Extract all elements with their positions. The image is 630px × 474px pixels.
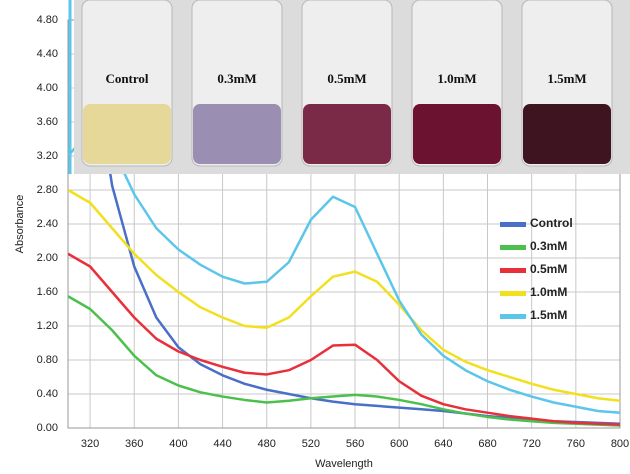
y-tick-label: 0.00 [37, 422, 58, 434]
vial-liquid [413, 104, 501, 164]
x-axis-label: Wavelength [315, 458, 373, 470]
photo: Control 0.3mM 0.5mM 1.0mM 1.5mM [68, 0, 630, 174]
legend-swatch [500, 268, 526, 273]
vial-liquid [193, 104, 281, 164]
legend-label: 1.5mM [530, 308, 567, 322]
photo-label: 0.3mM [217, 71, 256, 86]
vial-liquid [303, 104, 391, 164]
x-tick-label: 600 [390, 438, 408, 450]
legend-swatch [500, 245, 526, 250]
x-tick-label: 680 [478, 438, 496, 450]
x-tick-label: 360 [125, 438, 143, 450]
y-tick-label: 2.80 [37, 184, 58, 196]
y-tick-label: 3.20 [37, 150, 58, 162]
series-line [68, 129, 620, 414]
legend-label: 0.3mM [530, 239, 567, 253]
x-tick-label: 560 [346, 438, 364, 450]
series-line [68, 252, 620, 426]
x-tick-label: 800 [611, 438, 629, 450]
x-tick-label: 400 [169, 438, 187, 450]
y-tick-label: 3.60 [37, 116, 58, 128]
legend-swatch [500, 222, 526, 227]
photo-label: 1.5mM [547, 71, 586, 86]
y-tick-label: 0.80 [37, 354, 58, 366]
x-tick-label: 640 [434, 438, 452, 450]
x-tick-label: 760 [567, 438, 585, 450]
legend-label: 1.0mM [530, 285, 567, 299]
legend-label: Control [530, 216, 573, 230]
series-line [68, 295, 620, 427]
y-tick-label: 4.40 [37, 48, 58, 60]
y-tick-label: 2.40 [37, 218, 58, 230]
series-line [68, 188, 620, 403]
y-tick-label: 4.80 [37, 14, 58, 26]
legend-label: 0.5mM [530, 262, 567, 276]
x-tick-label: 320 [81, 438, 99, 450]
legend-swatch [500, 291, 526, 296]
y-tick-label: 2.00 [37, 252, 58, 264]
photo-label: Control [105, 71, 148, 86]
y-tick-label: 1.20 [37, 320, 58, 332]
vial-liquid [83, 104, 171, 164]
x-tick-label: 520 [302, 438, 320, 450]
y-tick-label: 1.60 [37, 286, 58, 298]
x-tick-label: 440 [213, 438, 231, 450]
x-tick-label: 480 [258, 438, 276, 450]
y-tick-label: 0.40 [37, 388, 58, 400]
x-tick-label: 720 [523, 438, 541, 450]
y-axis-label: Absorbance [14, 195, 26, 254]
lines [68, 45, 620, 427]
legend-swatch [500, 314, 526, 319]
photo-label: 0.5mM [327, 71, 366, 86]
y-tick-label: 4.00 [37, 82, 58, 94]
photo-label: 1.0mM [437, 71, 476, 86]
vial-liquid [523, 104, 611, 164]
